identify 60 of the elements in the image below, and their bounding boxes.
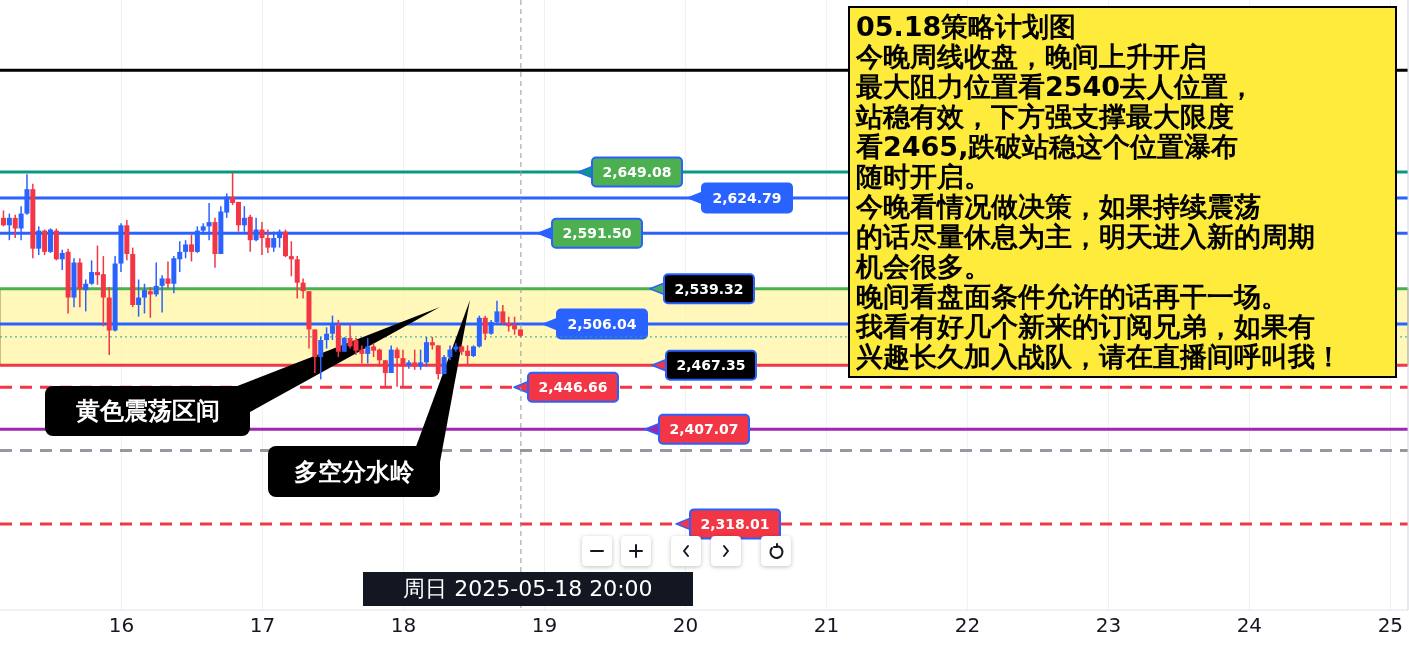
x-tick-label: 25 xyxy=(1377,613,1404,638)
candlestick xyxy=(259,221,265,256)
ref-line-label: 2,649.08 xyxy=(602,164,672,181)
candlestick xyxy=(89,259,95,286)
candlestick xyxy=(159,274,165,314)
x-tick-label: 18 xyxy=(390,613,417,638)
annotation: 兴趣长久加入战队，请在直播间呼叫我！ xyxy=(856,341,1343,372)
candlestick xyxy=(141,283,147,315)
annotation: 晚间看盘面条件允许的话再干一场。 xyxy=(856,281,1289,312)
candlestick xyxy=(500,304,506,325)
candlestick xyxy=(12,213,18,239)
candlestick xyxy=(365,337,371,365)
annotation: 站稳有效，下方强支撑最大限度 xyxy=(856,101,1235,132)
annotation: 05.18策略计划图 xyxy=(856,11,1078,42)
candlestick xyxy=(83,278,89,313)
annotation: 的话尽量休息为主，明天进入新的周期 xyxy=(856,221,1316,252)
ref-line-label: 2,318.01 xyxy=(700,515,770,532)
ref-line-label: 2,467.35 xyxy=(676,357,746,374)
candlestick xyxy=(247,213,253,253)
candlestick xyxy=(300,277,306,300)
x-tick-label: 20 xyxy=(672,613,699,638)
ref-line-label: 2,539.32 xyxy=(674,280,744,297)
candlestick xyxy=(482,314,488,341)
x-tick-label: 22 xyxy=(954,613,981,638)
x-tick-label: 17 xyxy=(249,613,276,638)
candlestick xyxy=(188,234,194,263)
candlestick xyxy=(388,344,394,374)
candlestick xyxy=(153,261,159,298)
candlestick xyxy=(294,255,300,300)
crosshair-tag: 周日 2025-05-18 20:00 xyxy=(363,572,693,606)
candlestick xyxy=(42,228,48,256)
candlestick xyxy=(136,278,142,318)
x-tick-label: 23 xyxy=(1095,613,1122,638)
annotation: 今晚周线收盘，晚间上升开启 xyxy=(856,41,1208,72)
x-tick-label: 24 xyxy=(1236,613,1263,638)
candlestick xyxy=(147,286,153,319)
annotation: 我看有好几个新来的订阅兄弟，如果有 xyxy=(856,311,1316,342)
x-tick-label: 16 xyxy=(108,613,135,638)
annotation: 今晚看情况做决策，如果持续震荡 xyxy=(856,191,1262,222)
annotation: 多空分水岭 xyxy=(268,446,440,497)
x-tick-label: 21 xyxy=(813,613,840,638)
ref-line-label: 2,624.79 xyxy=(712,189,782,206)
candlestick xyxy=(59,248,65,271)
candlestick xyxy=(265,228,271,254)
candlestick xyxy=(288,240,294,278)
candlestick xyxy=(423,336,429,368)
x-tick-label: 19 xyxy=(531,613,558,638)
candlestick xyxy=(165,260,171,289)
annotation: 黄色震荡区间 xyxy=(45,386,250,436)
candlestick xyxy=(318,336,324,381)
annotation: 随时开启。 xyxy=(856,161,992,192)
ref-line-label: 2,506.04 xyxy=(567,316,637,333)
annotation: 看2465,跌破站稳这个位置瀑布 xyxy=(856,131,1240,162)
annotation: 机会很多。 xyxy=(856,251,992,282)
candlestick xyxy=(418,348,424,371)
ref-line-label: 2,407.07 xyxy=(669,421,739,438)
ref-line-label: 2,446.66 xyxy=(538,379,608,396)
annotation: 最大阻力位置看2540去人位置， xyxy=(856,71,1257,102)
ref-line-label: 2,591.50 xyxy=(562,225,632,242)
candlestick xyxy=(183,239,189,259)
